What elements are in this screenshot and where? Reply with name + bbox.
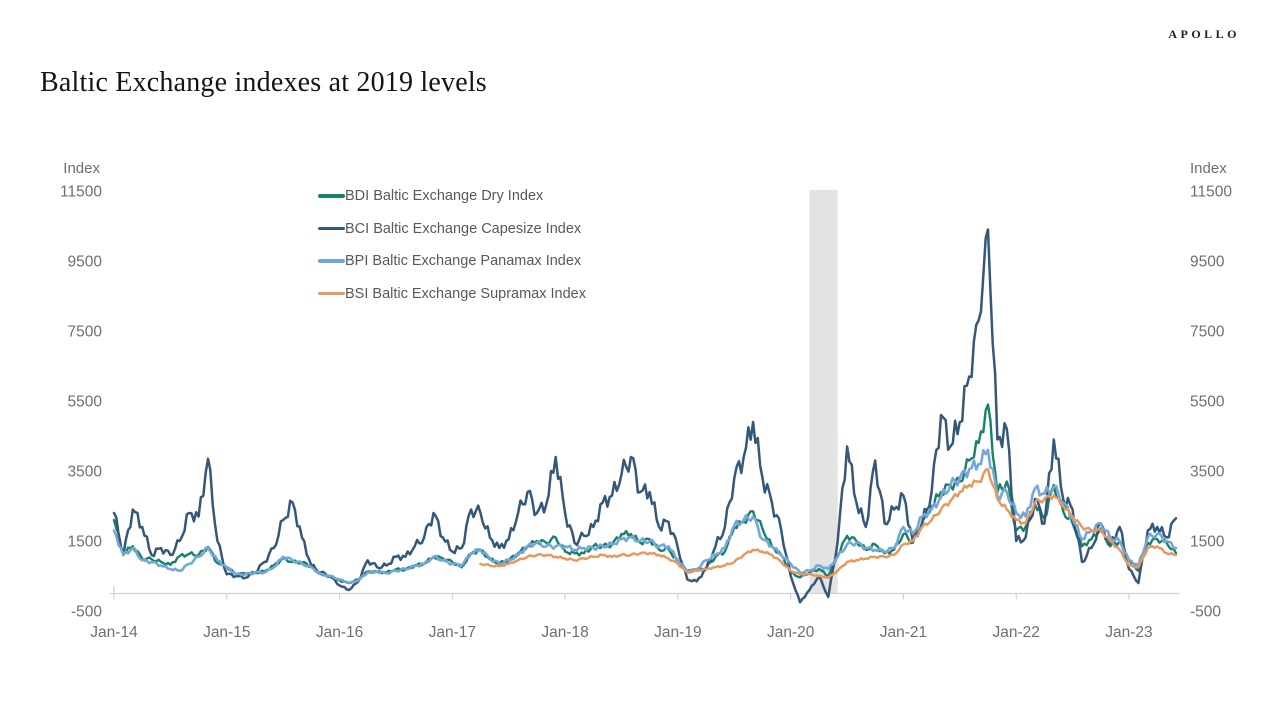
x-tick-label: Jan-17 — [429, 624, 476, 641]
y-tick-label-right: -500 — [1190, 604, 1221, 621]
y-tick-label-right: 1500 — [1190, 534, 1225, 551]
legend-item-bsi: BSI Baltic Exchange Supramax Index — [318, 284, 586, 304]
y-tick-label-right: 5500 — [1190, 394, 1225, 411]
y-tick-label-right: 3500 — [1190, 464, 1225, 481]
x-tick-label: Jan-23 — [1105, 624, 1152, 641]
bdi-line-swatch — [318, 194, 345, 198]
legend-label-bsi: BSI Baltic Exchange Supramax Index — [345, 285, 586, 302]
y-axis-title-left: Index — [63, 160, 100, 177]
legend-label-bpi: BPI Baltic Exchange Panamax Index — [345, 253, 582, 269]
y-tick-label-left: 5500 — [68, 394, 103, 411]
legend-label-bci: BCI Baltic Exchange Capesize Index — [345, 220, 582, 237]
legend-label-bdi: BDI Baltic Exchange Dry Index — [345, 188, 544, 204]
x-tick-label: Jan-15 — [203, 624, 250, 641]
y-tick-label-left: 9500 — [68, 254, 103, 271]
legend-item-bdi: BDI Baltic Exchange Dry Index — [318, 186, 586, 206]
page-title: Baltic Exchange indexes at 2019 levels — [40, 66, 487, 98]
x-tick-label: Jan-22 — [993, 624, 1040, 641]
x-tick-label: Jan-20 — [767, 624, 815, 641]
x-tick-label: Jan-16 — [316, 624, 363, 641]
y-tick-label-left: 7500 — [68, 324, 103, 341]
y-tick-label-left: 11500 — [60, 184, 102, 201]
bdi-line — [112, 403, 1178, 585]
x-tick-label: Jan-14 — [90, 624, 138, 641]
y-tick-label-right: 9500 — [1190, 254, 1225, 271]
bsi-line-swatch — [318, 291, 345, 296]
y-axis-title-right: Index — [1190, 160, 1227, 177]
y-tick-label-left: 3500 — [68, 464, 103, 481]
legend-item-bpi: BPI Baltic Exchange Panamax Index — [318, 251, 586, 271]
x-tick-label: Jan-19 — [654, 624, 701, 641]
y-tick-label-right: 7500 — [1190, 324, 1225, 341]
x-tick-label: Jan-18 — [541, 624, 588, 641]
legend-item-bci: BCI Baltic Exchange Capesize Index — [318, 219, 586, 239]
chart-legend: BDI Baltic Exchange Dry Index BCI Baltic… — [318, 186, 586, 316]
bsi-line — [479, 468, 1178, 580]
y-tick-label-left: -500 — [71, 604, 102, 621]
bpi-line — [112, 448, 1178, 585]
y-tick-label-right: 11500 — [1190, 184, 1232, 201]
bci-line — [112, 228, 1178, 604]
y-tick-label-left: 1500 — [68, 534, 103, 551]
bpi-line-swatch — [318, 259, 345, 263]
apollo-logo: APOLLO — [1168, 27, 1240, 41]
x-tick-label: Jan-21 — [880, 624, 927, 641]
bci-line-swatch — [318, 226, 345, 231]
shaded-band-2020 — [809, 190, 838, 594]
